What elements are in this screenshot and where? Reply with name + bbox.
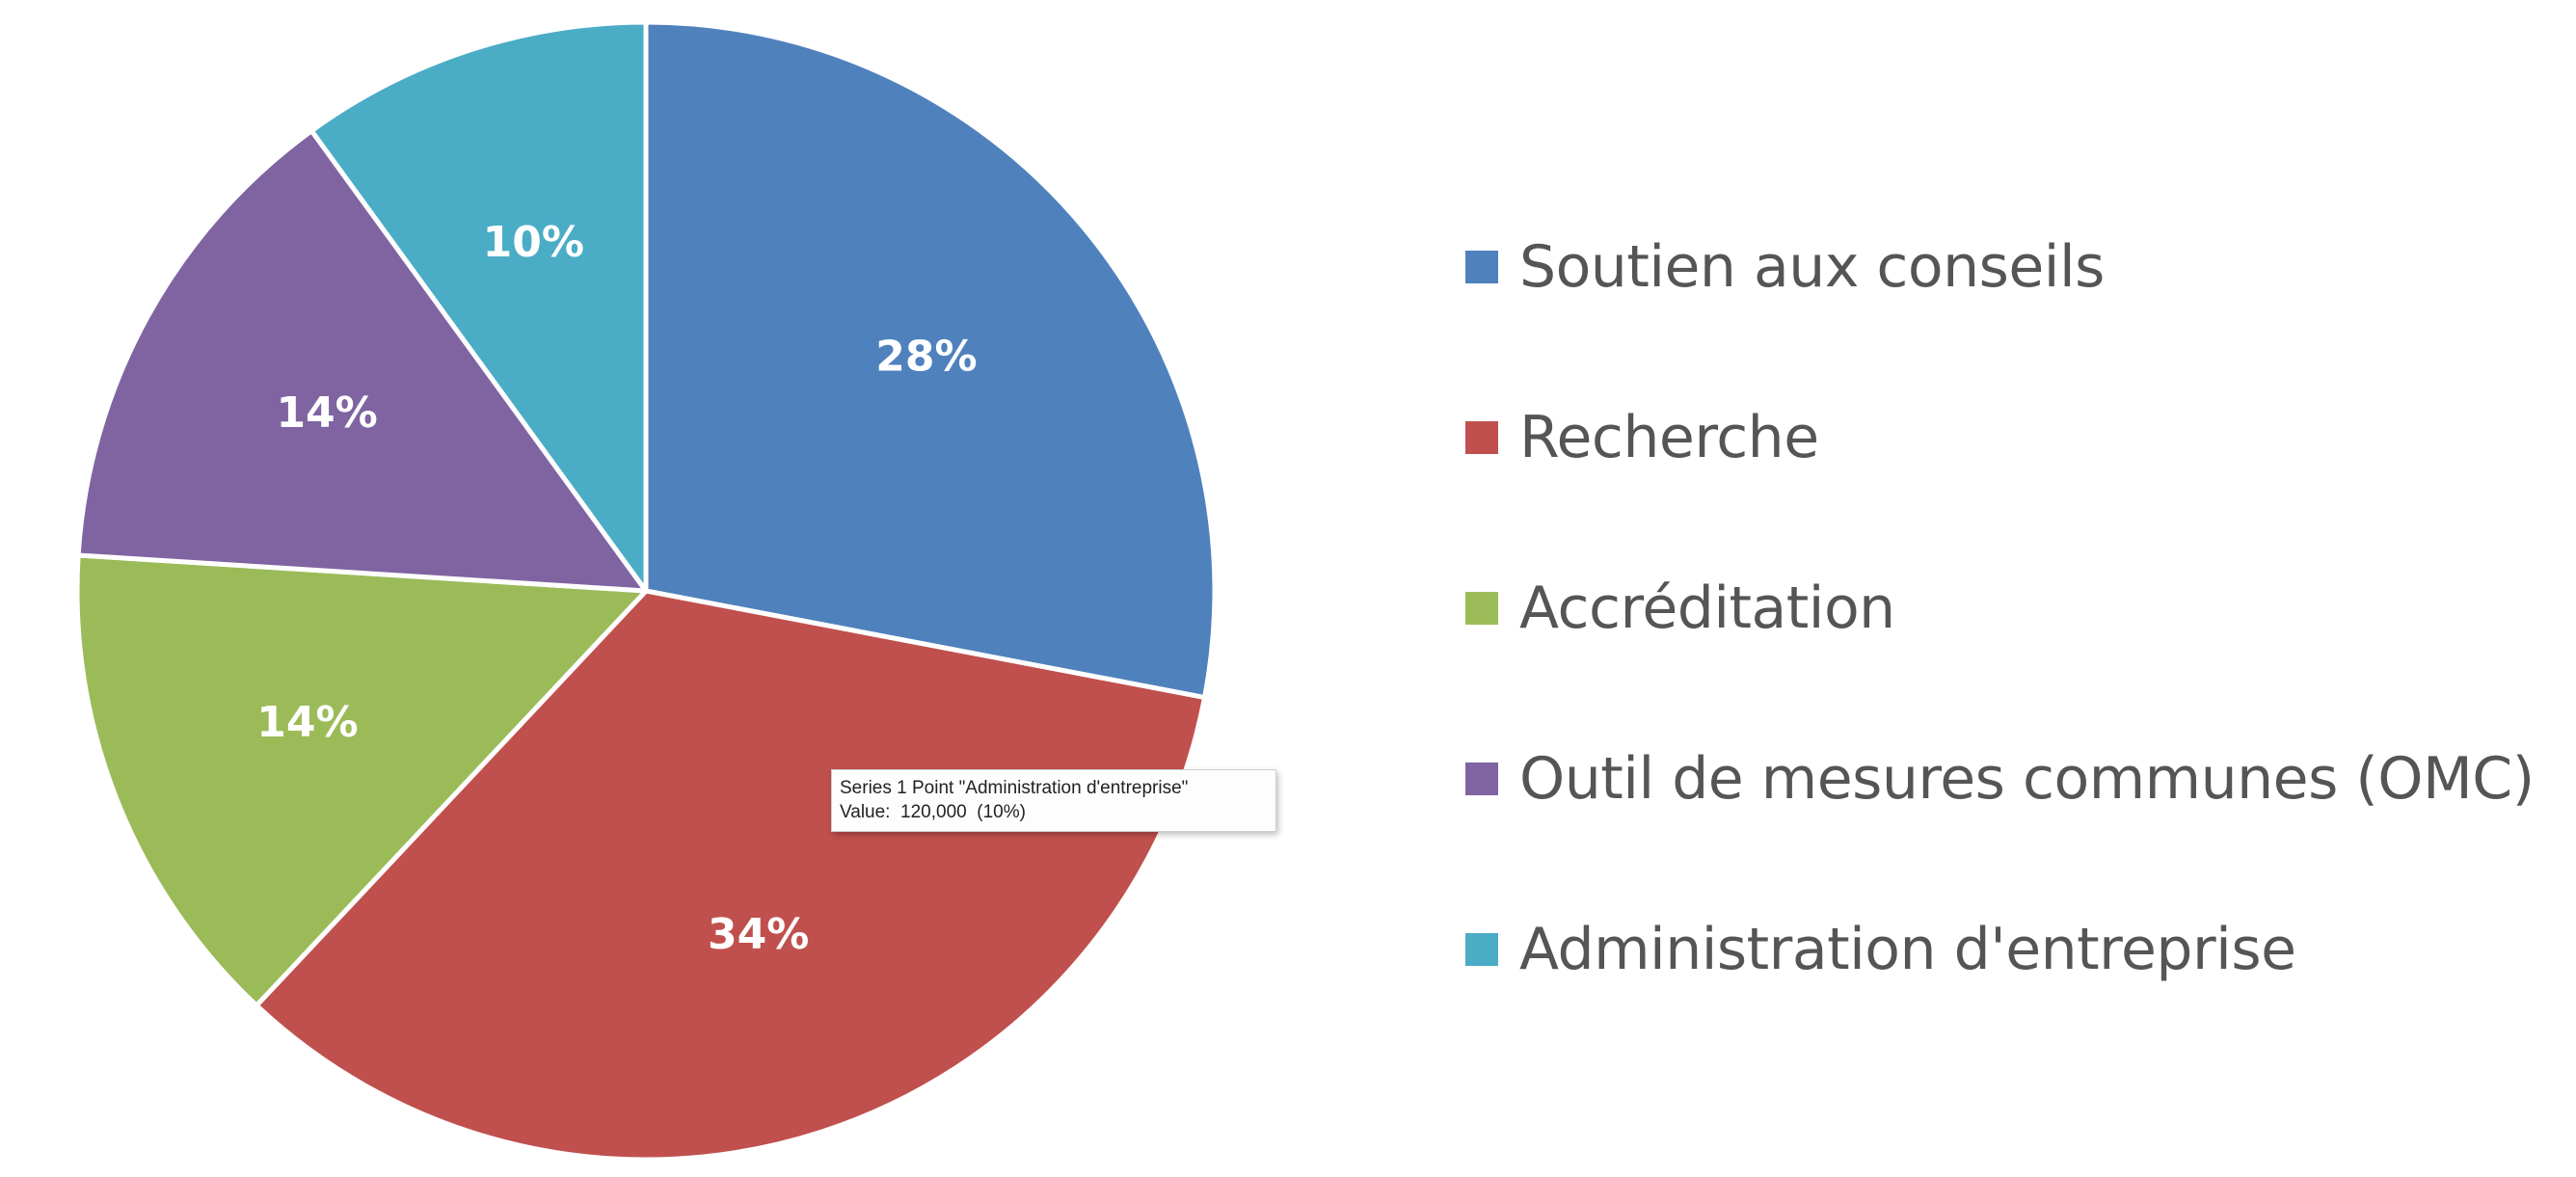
pie-slice-4[interactable] [309,19,649,594]
legend-swatch [1465,592,1498,625]
legend-label: Administration d'entreprise [1519,916,2296,983]
pie-slice-1[interactable] [254,588,1208,1163]
legend-swatch [1465,251,1498,283]
legend-swatch [1465,421,1498,454]
legend-swatch [1465,933,1498,966]
pie-slice-3[interactable] [75,128,649,594]
hover-tooltip: Series 1 Point "Administration d'entrepr… [831,769,1276,832]
tooltip-series-line: Series 1 Point "Administration d'entrepr… [840,778,1189,798]
legend-item[interactable]: Outil de mesures communes (OMC) [1465,745,2555,813]
tooltip-value-line: Value: 120,000 (10%) [840,802,1026,822]
legend-item[interactable]: Recherche [1465,404,2555,471]
slice-data-label-1: 34% [708,910,809,959]
legend-label: Recherche [1519,404,1819,471]
slice-data-label-4: 10% [483,218,584,267]
pie-slice-2[interactable] [74,552,649,1008]
legend-label: Outil de mesures communes (OMC) [1519,745,2535,813]
legend-item[interactable]: Soutien aux conseils [1465,233,2555,301]
chart-legend: Soutien aux conseils Recherche Accréditati… [1465,233,2555,1089]
slice-data-label-3: 14% [276,388,377,438]
slice-data-label-2: 14% [256,698,358,747]
pie-slice-0[interactable] [643,19,1218,701]
pie-plot-area: 28% 34% 14% 14% 10% [74,19,1218,1163]
legend-label: Accréditation [1519,575,1895,642]
legend-label: Soutien aux conseils [1519,233,2105,301]
legend-item[interactable]: Administration d'entreprise [1465,916,2555,983]
legend-swatch [1465,762,1498,795]
legend-item[interactable]: Accréditation [1465,575,2555,642]
slice-data-label-0: 28% [875,332,977,381]
